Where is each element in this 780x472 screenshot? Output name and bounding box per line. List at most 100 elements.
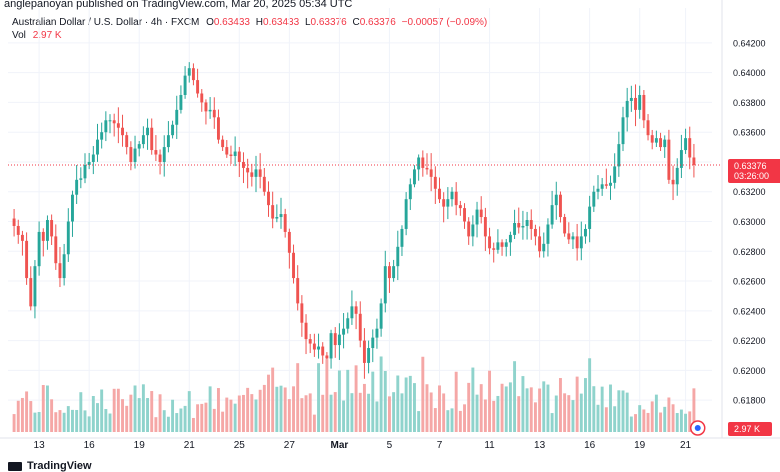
volume-bar: [204, 402, 208, 432]
volume-bar: [100, 389, 104, 432]
countdown-text: 03:26:00: [734, 171, 769, 181]
candle-body: [20, 234, 24, 241]
candle-body: [646, 120, 650, 136]
candle-body: [296, 278, 300, 304]
candle-body: [91, 154, 95, 162]
volume-bar: [542, 381, 546, 432]
volume-bar: [529, 387, 533, 432]
low-value: 0.63376: [310, 17, 347, 28]
candle-body: [642, 94, 646, 121]
volume-bar: [37, 412, 41, 432]
candle-body: [571, 236, 575, 240]
candle-body: [650, 135, 654, 143]
candle-body: [154, 150, 158, 155]
candle-body: [621, 117, 625, 145]
volume-bar: [254, 399, 258, 432]
volume-bar: [50, 399, 54, 432]
volume-bar: [638, 405, 642, 432]
volume-bar: [629, 416, 633, 432]
candle-body: [121, 127, 124, 136]
candle-body: [225, 147, 229, 155]
volume-bar: [596, 404, 600, 432]
volume-bar: [358, 392, 362, 432]
candle-body: [208, 109, 212, 112]
volume-bar: [158, 394, 162, 432]
candle-body: [246, 167, 250, 173]
candle-body: [275, 217, 279, 219]
volume-bar: [25, 391, 29, 432]
volume-bar: [621, 390, 625, 432]
candle-body: [116, 123, 120, 128]
candle-body: [104, 120, 108, 133]
candle-body: [58, 263, 62, 279]
volume-tag-text: 2.97 K: [734, 424, 760, 434]
high-label: H: [255, 17, 264, 28]
y-tick-label: 0.63600: [733, 128, 766, 138]
volume-bar: [96, 403, 99, 432]
volume-bar: [129, 394, 133, 432]
candle-body: [137, 144, 141, 149]
candle-body: [358, 313, 362, 341]
volume-bar: [671, 404, 675, 432]
volume-bar: [667, 397, 671, 432]
volume-bar: [650, 401, 654, 432]
candle-body: [563, 217, 567, 234]
economic-event-dot-icon: [694, 425, 701, 431]
close-value: 0.63376: [359, 17, 396, 28]
volume-bar: [271, 367, 275, 432]
volume-bar: [467, 382, 471, 432]
candle-body: [375, 328, 379, 338]
volume-bar: [133, 385, 137, 432]
volume-bar: [408, 375, 412, 432]
volume-bar: [392, 392, 396, 432]
x-tick-label: 13: [534, 440, 546, 451]
candle-body: [179, 94, 183, 110]
candle-body: [129, 147, 133, 162]
high-value: 0.63433: [263, 17, 300, 28]
candle-body: [438, 188, 441, 200]
candle-body: [400, 228, 404, 247]
candle-body: [538, 236, 542, 252]
candle-body: [254, 169, 258, 177]
volume-bar: [58, 410, 62, 432]
candle-body: [634, 97, 637, 110]
candle-body: [387, 266, 391, 279]
volume-bar: [504, 386, 508, 432]
candle-body: [671, 179, 675, 185]
volume-bar: [488, 370, 492, 432]
volume-bar: [104, 409, 108, 432]
volume-bar: [221, 411, 225, 432]
volume-bar: [329, 394, 333, 432]
x-tick-label: 27: [284, 440, 296, 451]
volume-bar: [171, 399, 175, 432]
candle-body: [333, 333, 337, 346]
x-tick-label: 13: [34, 440, 46, 451]
candle-body: [500, 242, 504, 247]
volume-bar: [367, 393, 371, 432]
x-tick-label: 16: [584, 440, 596, 451]
volume-bar: [500, 383, 504, 432]
volume-bar: [387, 396, 391, 432]
volume-tag: [728, 422, 772, 436]
candle-body: [463, 208, 466, 222]
volume-bar: [41, 385, 45, 432]
candle-body: [83, 164, 87, 179]
candle-body: [450, 191, 454, 200]
volume-bar: [625, 392, 629, 432]
candle-body: [604, 184, 608, 186]
candle-body: [508, 234, 512, 243]
volume-bar: [275, 386, 279, 432]
symbol-name[interactable]: Australian Dollar / U.S. Dollar · 4h · F…: [12, 17, 200, 28]
candle-body: [654, 138, 658, 143]
candle-body: [350, 306, 354, 319]
candle-body: [12, 218, 16, 226]
ohlc-legend: Australian Dollar / U.S. Dollar · 4h · F…: [12, 17, 487, 28]
volume-bar: [308, 393, 312, 432]
volume-bar: [342, 400, 346, 432]
volume-bar: [479, 384, 483, 432]
volume-bar: [654, 394, 658, 432]
candle-body: [66, 221, 70, 255]
candle-body: [546, 224, 550, 244]
volume-bar: [175, 413, 179, 432]
